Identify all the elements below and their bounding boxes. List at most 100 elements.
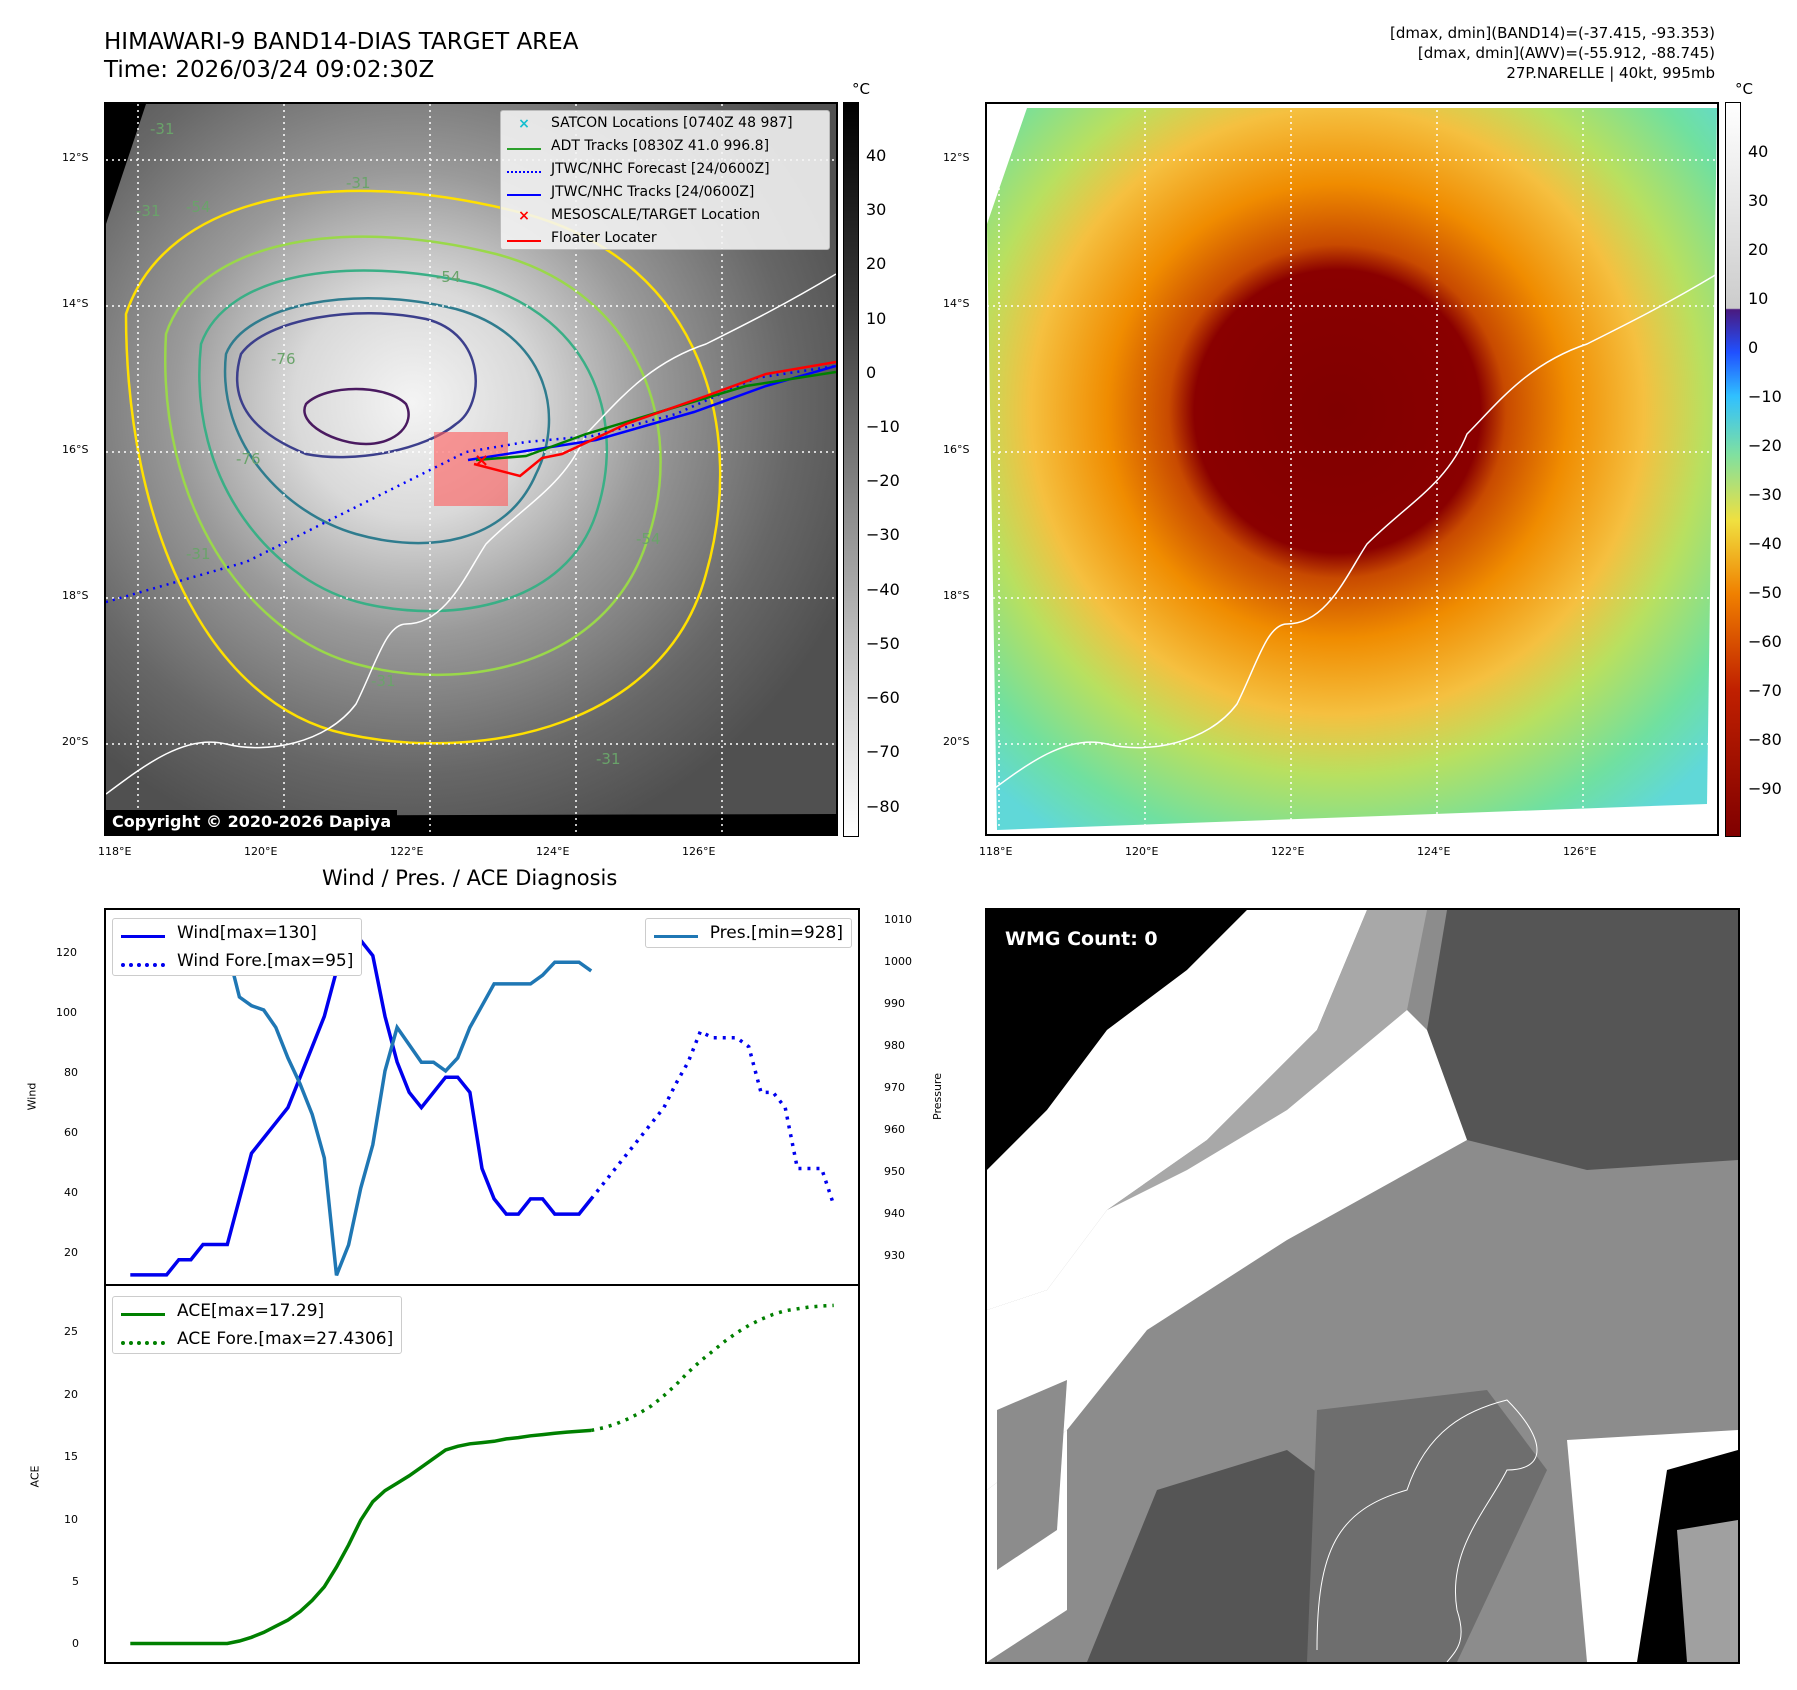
awv-lon-tick: 118°E: [979, 845, 1013, 858]
legend-wind-fore: Wind Fore.[max=95]: [113, 947, 361, 975]
svg-text:-31: -31: [136, 202, 161, 220]
awv-coastline: [987, 273, 1717, 795]
awv-colorbar-tick: −50: [1748, 583, 1782, 602]
wind-tick: 80: [64, 1066, 78, 1079]
ace-axis-label: ACE: [28, 1465, 42, 1488]
awv-colorbar-unit: °C: [1735, 80, 1753, 98]
ace-tick: 5: [72, 1575, 79, 1588]
lon-tick: 118°E: [98, 845, 132, 858]
ir-colorbar-tick: −70: [866, 742, 900, 761]
lon-tick: 124°E: [536, 845, 570, 858]
ir-colorbar-tick: −20: [866, 471, 900, 490]
awv-lat-tick: 14°S: [943, 297, 970, 310]
ir-colorbar-tick: −30: [866, 525, 900, 544]
contour-minus76: [235, 311, 477, 459]
svg-text:-76: -76: [236, 450, 261, 468]
ace-chart: [130, 1303, 834, 1646]
awv-colorbar-tick: 0: [1748, 338, 1759, 357]
ir-colorbar-tick: 30: [866, 200, 887, 219]
wmg-white-band: [987, 1010, 1467, 1490]
pres-tick: 930: [884, 1249, 905, 1262]
series-line-ace-fore-max-27-4306-: [590, 1303, 834, 1433]
wmg-gray-left: [997, 1380, 1067, 1570]
svg-text:-76: -76: [271, 350, 296, 368]
wmg-midgray-bottom: [1307, 1390, 1547, 1662]
legend-ace-fore: ACE Fore.[max=27.4306]: [113, 1325, 401, 1353]
awv-lon-tick: 124°E: [1417, 845, 1451, 858]
pres-tick: 990: [884, 997, 905, 1010]
awv-colorbar-tick: 40: [1748, 142, 1769, 161]
awv-colorbar: [1725, 102, 1741, 837]
ace-tick: 15: [64, 1450, 78, 1463]
awv-lat-tick: 20°S: [943, 735, 970, 748]
copyright-label: Copyright © 2020-2026 Dapiya: [106, 810, 398, 833]
awv-image: [987, 108, 1717, 830]
wmg-panel: WMG Count: 0: [985, 908, 1740, 1664]
awv-colorbar-tick: −20: [1748, 436, 1782, 455]
wmg-white-region: [987, 910, 1367, 1310]
ir-colorbar-tick: 10: [866, 309, 887, 328]
awv-colorbar-tick: −80: [1748, 730, 1782, 749]
awv-colorbar-tick: −60: [1748, 632, 1782, 651]
ir-colorbar-tick: −80: [866, 797, 900, 816]
awv-colorbar-tick: 10: [1748, 289, 1769, 308]
pres-legend: Pres.[min=928]: [644, 918, 852, 948]
ir-colorbar-tick: −40: [866, 580, 900, 599]
awv-colorbar-tick: 20: [1748, 240, 1769, 259]
contour-minus54: [198, 269, 608, 613]
wmg-darkgray-region: [1427, 910, 1738, 1170]
contour-minus65: [223, 296, 551, 545]
legend-item-tracks: JTWC/NHC Tracks [24/0600Z]: [501, 180, 829, 203]
awv-colorbar-tick: 30: [1748, 191, 1769, 210]
ir-colorbar-tick: 20: [866, 254, 887, 273]
svg-text:-31: -31: [596, 750, 621, 768]
ir-map-panel: -31 -31 -54 -31 -54 -76 -76 -54 -31 -31 …: [104, 102, 838, 836]
band14-range: [dmax, dmin](BAND14)=(-37.415, -93.353): [1390, 24, 1715, 42]
pres-tick: 1010: [884, 913, 912, 926]
storm-info: 27P.NARELLE | 40kt, 995mb: [1506, 64, 1715, 82]
wind-axis-label: Wind: [25, 1082, 39, 1111]
svg-text:-31: -31: [346, 174, 371, 192]
svg-text:-54: -54: [186, 198, 211, 216]
ir-colorbar-unit: °C: [852, 80, 870, 98]
legend-wind: Wind[max=130]: [113, 919, 361, 947]
diag-title: Wind / Pres. / ACE Diagnosis: [322, 866, 618, 890]
awv-lon-tick: 122°E: [1271, 845, 1305, 858]
lat-tick: 12°S: [62, 151, 89, 164]
awv-lon-tick: 120°E: [1125, 845, 1159, 858]
svg-text:-31: -31: [371, 672, 396, 690]
ace-legend: ACE[max=17.29] ACE Fore.[max=27.4306]: [112, 1296, 403, 1354]
ir-colorbar: [843, 102, 859, 837]
wind-tick: 100: [56, 1006, 77, 1019]
series-line-wind-max-130-: [130, 921, 593, 1277]
awv-lon-tick: 126°E: [1563, 845, 1597, 858]
ace-tick: 0: [72, 1637, 79, 1650]
legend-item-forecast: JTWC/NHC Forecast [24/0600Z]: [501, 157, 829, 180]
pres-tick: 950: [884, 1165, 905, 1178]
legend-item-satcon: × SATCON Locations [0740Z 48 987]: [518, 114, 793, 132]
awv-lat-tick: 12°S: [943, 151, 970, 164]
ir-colorbar-tick: −60: [866, 688, 900, 707]
target-marker: ×: [474, 450, 489, 471]
wind-pres-panel: Wind[max=130] Wind Fore.[max=95] Pres.[m…: [104, 908, 860, 1286]
awv-colorbar-tick: −30: [1748, 485, 1782, 504]
pres-axis-label: Pressure: [930, 1073, 944, 1120]
legend-ace: ACE[max=17.29]: [113, 1297, 401, 1325]
ace-tick: 25: [64, 1325, 78, 1338]
contour-labels: -31 -31 -54 -31 -54 -76 -76 -54 -31 -31 …: [136, 120, 661, 768]
ir-map-svg: -31 -31 -54 -31 -54 -76 -76 -54 -31 -31 …: [106, 104, 836, 834]
legend-item-target: × MESOSCALE/TARGET Location: [518, 206, 761, 224]
legend-pres: Pres.[min=928]: [646, 919, 851, 947]
awv-lat-tick: 16°S: [943, 443, 970, 456]
lon-tick: 126°E: [682, 845, 716, 858]
awv-colorbar-tick: −10: [1748, 387, 1782, 406]
awv-colorbar-tick: −70: [1748, 681, 1782, 700]
wmg-count-label: WMG Count: 0: [997, 924, 1166, 954]
lat-tick: 18°S: [62, 589, 89, 602]
wmg-svg: [987, 910, 1738, 1662]
ace-tick: 10: [64, 1513, 78, 1526]
pres-tick: 960: [884, 1123, 905, 1136]
awv-map-panel: [985, 102, 1719, 836]
ir-colorbar-tick: −50: [866, 634, 900, 653]
wind-legend: Wind[max=130] Wind Fore.[max=95]: [112, 918, 363, 976]
